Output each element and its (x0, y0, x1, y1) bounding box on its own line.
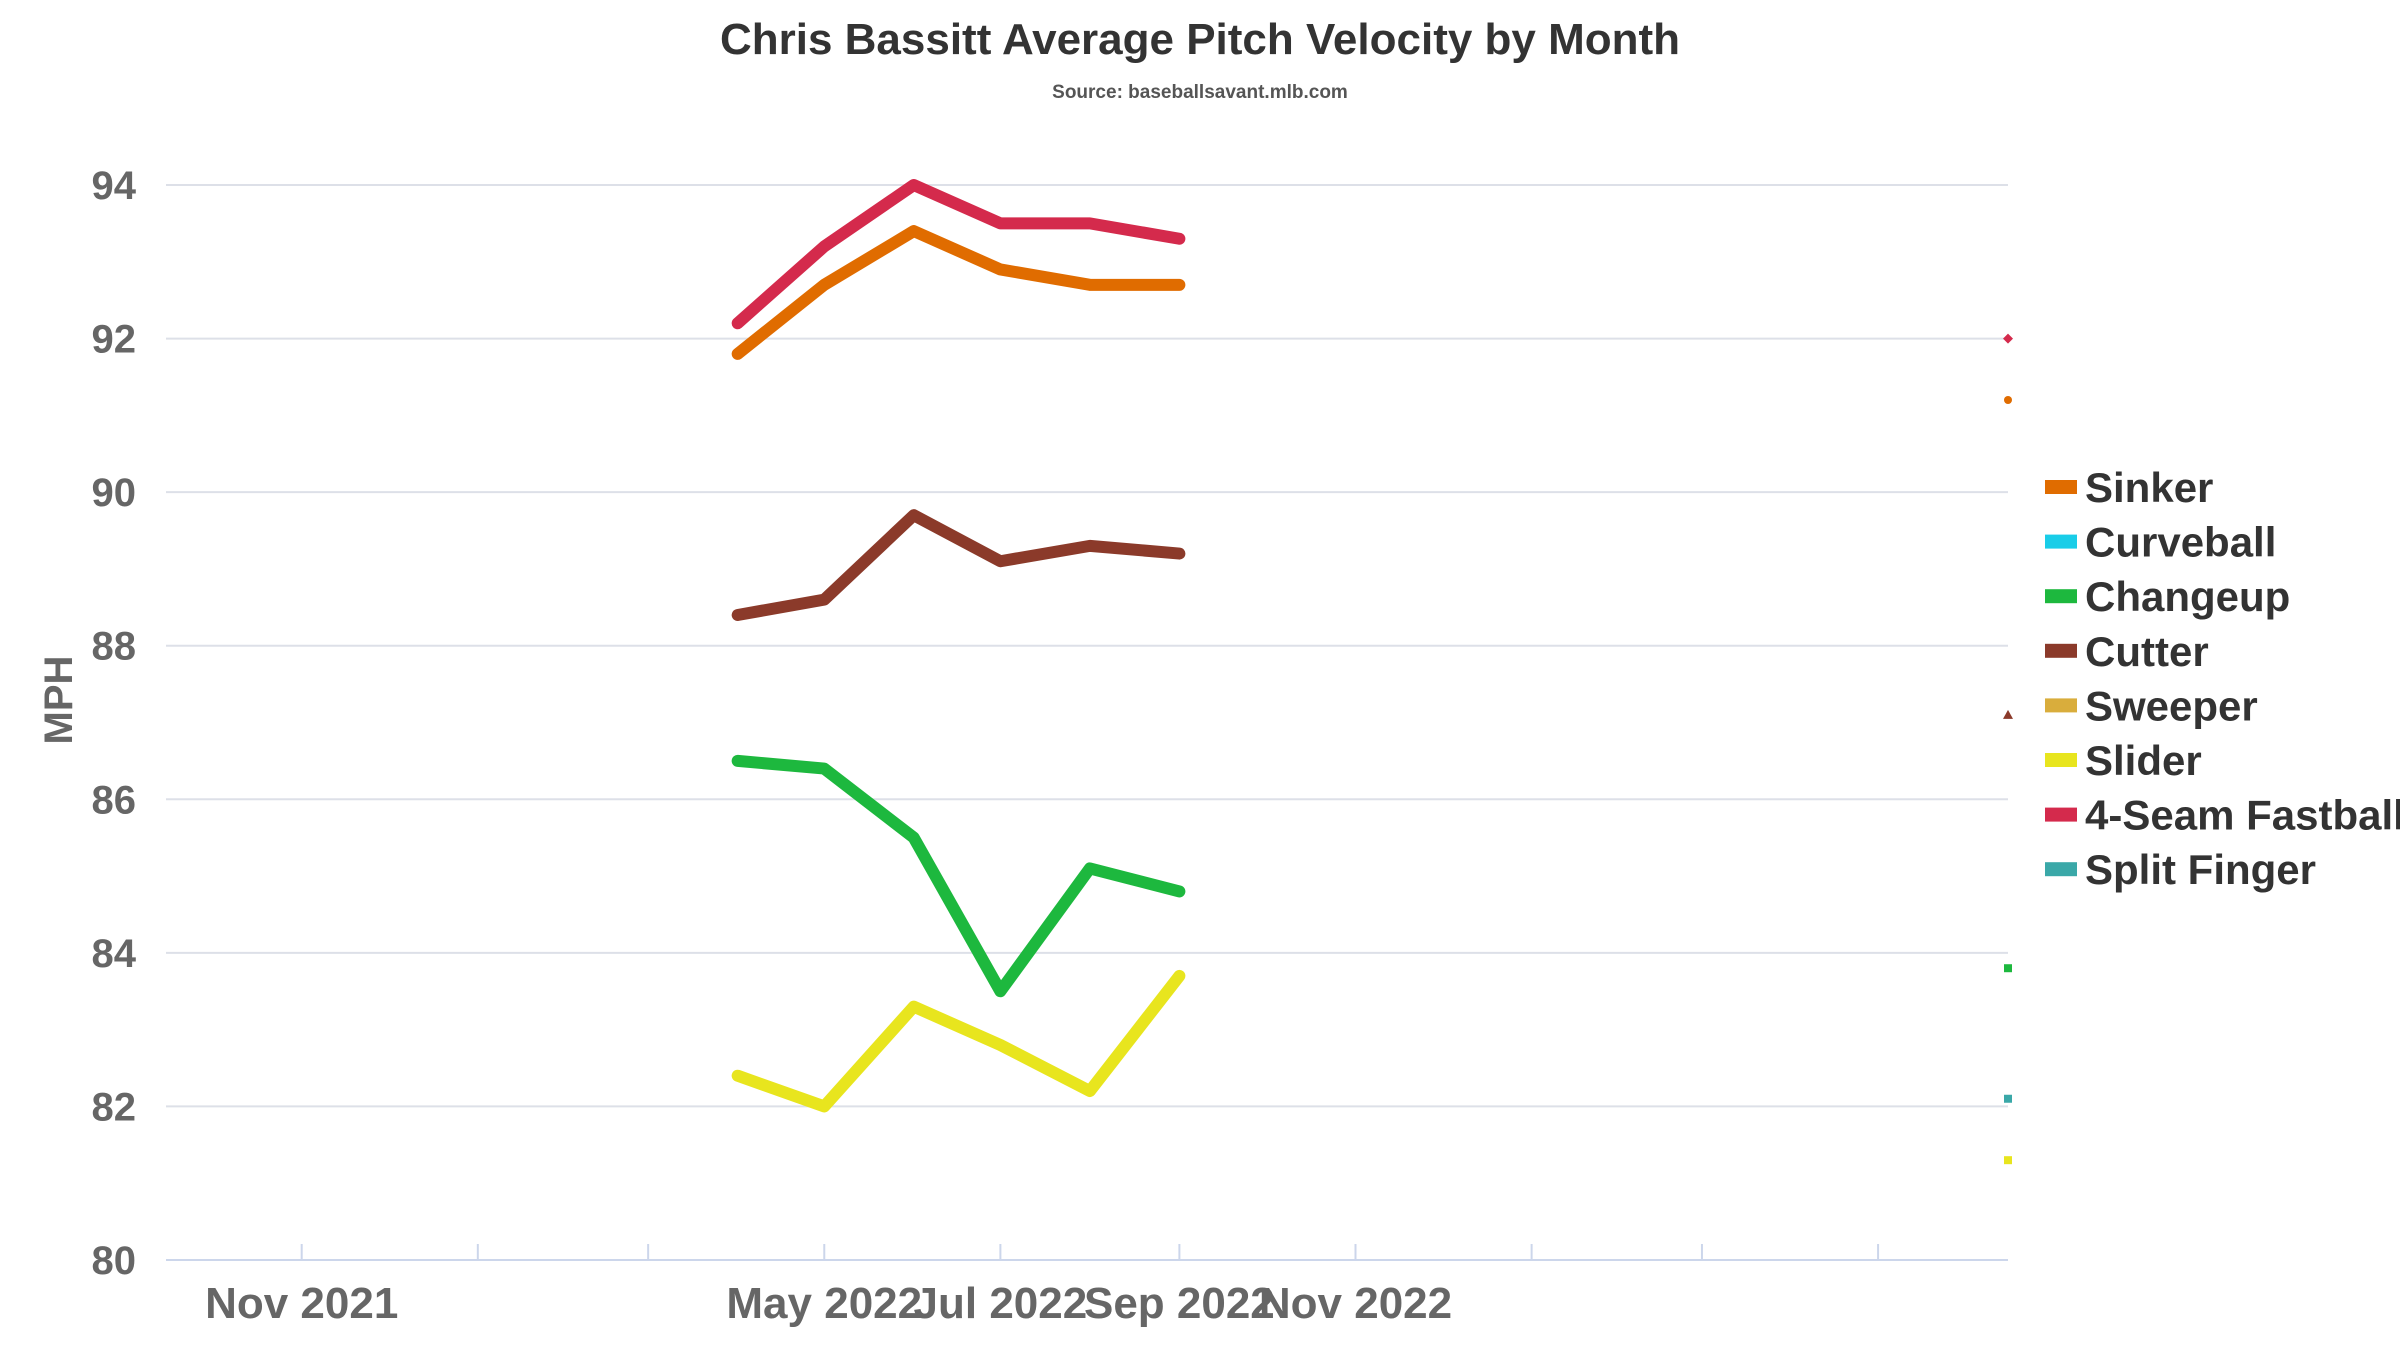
y-tick-label: 86 (92, 778, 137, 822)
legend-label: Sweeper (2085, 682, 2258, 729)
x-tick-label: May 2022 (726, 1279, 922, 1328)
legend-swatch (2045, 643, 2077, 658)
series-line-sinker (731, 225, 1186, 360)
x-tick-label: Nov 2021 (205, 1279, 398, 1328)
legend[interactable]: Sinker Curveball Changeup Cutter Sweeper Slid… (2045, 464, 2400, 893)
legend-item-slider[interactable]: Slider (2045, 737, 2202, 784)
y-tick-label: 84 (92, 932, 137, 976)
y-tick-label: 94 (92, 164, 137, 208)
legend-item-changeup[interactable]: Changeup (2045, 573, 2290, 620)
y-axis-label: MPH (37, 656, 81, 745)
legend-label: 4-Seam Fastball (2085, 792, 2400, 839)
legend-label: Cutter (2085, 628, 2209, 675)
legend-label: Changeup (2085, 573, 2290, 620)
legend-swatch (2045, 807, 2077, 822)
marker-sinker (2004, 396, 2012, 404)
chart-subtitle: Source: baseballsavant.mlb.com (1052, 82, 1348, 103)
chart-title: Chris Bassitt Average Pitch Velocity by … (720, 15, 1680, 64)
series-line-4-seam-fastball (731, 179, 1186, 330)
marker-cutter (2003, 709, 2013, 719)
legend-swatch (2045, 480, 2077, 494)
legend-item-sweeper[interactable]: Sweeper (2045, 682, 2258, 729)
x-tick-label: Nov 2022 (1259, 1279, 1452, 1328)
series-line-cutter (731, 509, 1186, 621)
legend-swatch (2045, 753, 2077, 767)
x-tick-label: Sep 2022 (1084, 1279, 1275, 1328)
y-tick-label: 88 (92, 625, 137, 669)
marker-changeup (2004, 964, 2012, 973)
legend-item-split-finger[interactable]: Split Finger (2045, 846, 2316, 893)
legend-label: Split Finger (2085, 846, 2316, 893)
marker-4-seam-fastball (2003, 333, 2013, 344)
legend-label: Sinker (2085, 464, 2213, 511)
legend-swatch (2045, 589, 2077, 604)
series-line-changeup (731, 754, 1186, 998)
legend-label: Curveball (2085, 519, 2276, 566)
marker-slider (2004, 1156, 2012, 1165)
y-axis-ticks: 80 82 84 86 88 90 92 94 (92, 164, 137, 1283)
y-tick-label: 80 (92, 1239, 137, 1283)
legend-swatch (2045, 862, 2077, 877)
y-tick-label: 90 (92, 471, 137, 515)
gridlines (166, 184, 2008, 1108)
series-lines (731, 179, 1186, 1113)
y-tick-label: 82 (92, 1085, 137, 1129)
y-tick-label: 92 (92, 318, 137, 362)
legend-item-curveball[interactable]: Curveball (2045, 519, 2276, 566)
legend-swatch (2045, 698, 2077, 713)
legend-item-cutter[interactable]: Cutter (2045, 628, 2209, 675)
legend-item-4-seam-fastball[interactable]: 4-Seam Fastball (2045, 792, 2400, 839)
marker-split-finger (2004, 1094, 2012, 1103)
edge-markers (2003, 333, 2013, 1165)
legend-item-sinker[interactable]: Sinker (2045, 464, 2213, 511)
legend-label: Slider (2085, 737, 2202, 784)
legend-swatch (2045, 534, 2077, 549)
x-tick-label: Jul 2022 (914, 1279, 1088, 1328)
series-line-slider (731, 969, 1186, 1113)
